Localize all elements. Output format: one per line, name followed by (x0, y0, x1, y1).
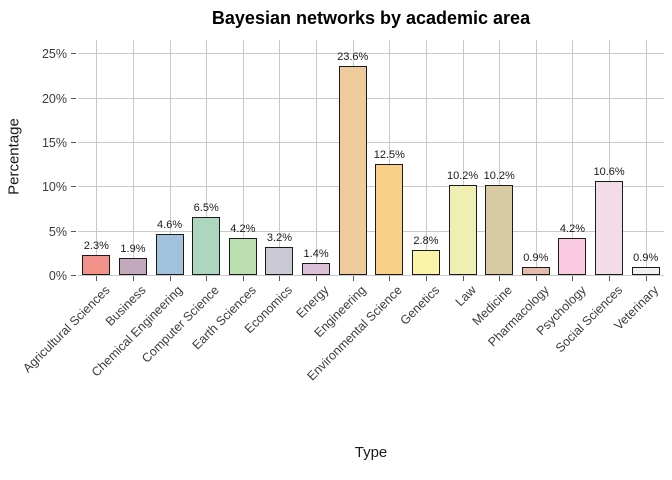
y-tick-mark (71, 230, 76, 232)
bar-value-label: 23.6% (337, 50, 369, 63)
x-tick-label: Genetics (397, 283, 442, 328)
bar-value-label: 12.5% (373, 149, 405, 162)
x-gridline (535, 40, 537, 275)
bar-value-label: 4.2% (230, 222, 256, 235)
bar-value-label: 2.8% (413, 235, 439, 248)
bar-value-label: 10.6% (593, 166, 625, 178)
x-tick-mark (132, 276, 134, 281)
y-gridline (78, 53, 664, 55)
x-tick-mark (242, 276, 244, 281)
bar-economics (265, 246, 294, 275)
bar-value-label: 10.2% (446, 169, 479, 182)
x-tick-mark (645, 276, 647, 281)
x-gridline (572, 40, 574, 275)
x-gridline (96, 40, 98, 275)
x-gridline (499, 40, 501, 275)
x-gridline (609, 40, 611, 275)
bar-earth-sciences (228, 237, 257, 275)
bar-law (448, 184, 477, 275)
bar-medicine (485, 184, 514, 275)
bar-pharmacology (521, 267, 550, 275)
bar-energy (302, 262, 331, 275)
y-tick-label: 20% (41, 91, 67, 106)
bar-engineering (338, 65, 367, 275)
x-tick-mark (425, 276, 427, 281)
bar-value-label: 0.9% (633, 252, 659, 265)
x-gridline (206, 40, 208, 275)
bar-value-label: 2.3% (83, 239, 109, 252)
bar-social-sciences (595, 181, 624, 275)
x-tick-mark (206, 276, 208, 281)
x-gridline (279, 40, 281, 275)
x-tick-mark (572, 276, 574, 281)
y-tick-label: 15% (41, 135, 67, 150)
bar-value-label: 4.2% (559, 222, 585, 235)
bar-chemical-engineering (155, 234, 184, 275)
x-axis-title: Type (354, 444, 388, 461)
x-gridline (132, 40, 134, 275)
x-tick-mark (352, 276, 354, 281)
bar-value-label: 4.6% (157, 219, 183, 232)
y-gridline (78, 186, 664, 188)
y-tick-label: 25% (41, 47, 67, 62)
x-tick-mark (316, 276, 318, 281)
y-gridline (78, 275, 664, 276)
y-gridline (78, 141, 664, 143)
y-tick-label: 5% (48, 224, 67, 239)
bar-business (118, 258, 147, 275)
bar-value-label: 10.2% (483, 169, 515, 182)
bar-computer-science (192, 217, 221, 275)
bar-genetics (411, 250, 440, 275)
x-gridline (425, 40, 427, 275)
x-tick-mark (535, 276, 537, 281)
bar-value-label: 0.9% (523, 252, 549, 265)
y-gridline (78, 97, 664, 99)
x-gridline (316, 40, 318, 275)
bar-value-label: 6.5% (193, 202, 219, 215)
chart-title: Bayesian networks by academic area (211, 8, 531, 28)
x-tick-mark (389, 276, 391, 281)
x-tick-mark (169, 276, 171, 281)
y-tick-mark (71, 275, 76, 276)
x-gridline (389, 40, 391, 275)
bar-value-label: 1.9% (120, 243, 146, 256)
x-tick-mark (96, 276, 98, 281)
y-tick-mark (71, 141, 76, 143)
bar-value-label: 1.4% (303, 247, 329, 260)
x-gridline (242, 40, 244, 275)
bar-value-label: 3.2% (266, 231, 292, 244)
x-tick-mark (609, 276, 611, 281)
bar-veterinary (631, 267, 660, 275)
y-tick-mark (71, 186, 76, 188)
x-gridline (169, 40, 171, 275)
bar-psychology (558, 237, 587, 275)
plot-area: 2.3% 1.9% 4.6% 6.5% 4.2% 3.2% 1.4% 23.6% 12.5% 2.… (78, 40, 664, 276)
bar-agricultural-sciences (82, 254, 111, 275)
x-tick-label: Law (452, 283, 479, 310)
y-gridline (78, 230, 664, 232)
x-tick-mark (462, 276, 464, 281)
y-tick-mark (71, 97, 76, 99)
y-tick-label: 0% (48, 269, 67, 283)
y-tick-mark (71, 53, 76, 55)
x-gridline (645, 40, 647, 275)
bar-environmental-science (375, 164, 404, 275)
x-tick-mark (279, 276, 281, 281)
x-gridline (462, 40, 464, 275)
y-tick-label: 10% (41, 180, 67, 195)
x-tick-mark (499, 276, 501, 281)
